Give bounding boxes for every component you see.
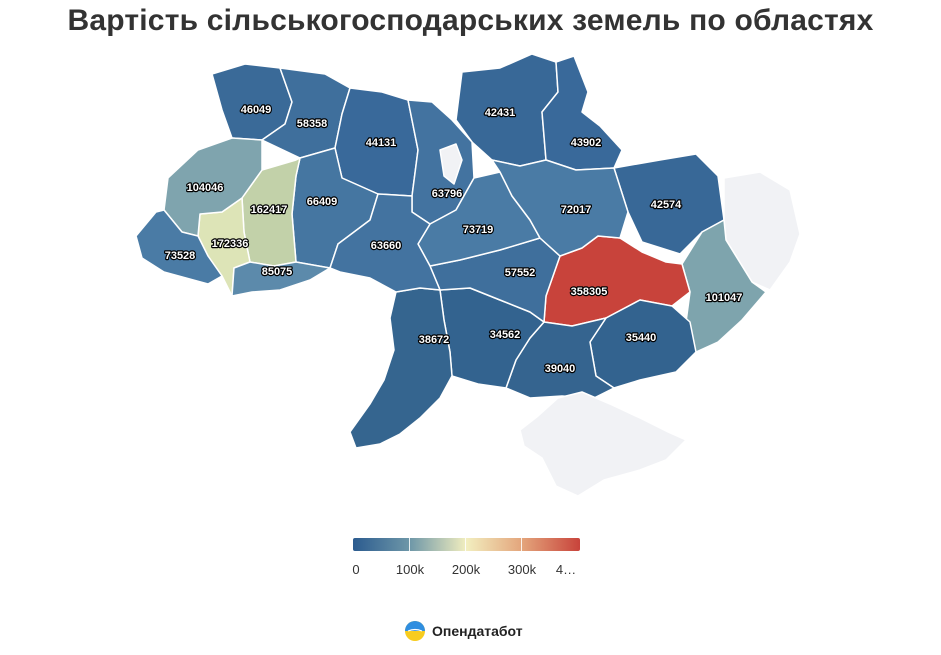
region-value-label: 104046 xyxy=(187,182,224,194)
region-value-label: 38672 xyxy=(419,334,450,346)
brand-name: Опендатабот xyxy=(432,623,523,639)
legend-tick-300k: 300k xyxy=(507,562,537,577)
opendatabot-logo-icon xyxy=(405,621,425,641)
region-kyiv-city[interactable] xyxy=(439,143,463,185)
ukraine-choropleth-map: 46049 58358 66409 63796 44131 42431 42574 10104… xyxy=(135,53,801,497)
region-zakarpattia[interactable] xyxy=(135,209,223,285)
region-value-label: 66409 xyxy=(307,196,338,208)
region-value-label: 63660 xyxy=(371,240,402,252)
region-value-label: 57552 xyxy=(505,267,536,279)
region-value-label: 172336 xyxy=(212,238,249,250)
legend-tick-mark xyxy=(409,538,410,551)
region-value-label: 44131 xyxy=(366,137,397,149)
region-poltava[interactable] xyxy=(491,159,629,257)
region-value-label: 73528 xyxy=(165,250,196,262)
region-value-label: 73719 xyxy=(463,224,494,236)
region-value-label: 58358 xyxy=(297,118,328,130)
region-value-label: 101047 xyxy=(706,292,743,304)
region-chernivtsi[interactable] xyxy=(231,261,331,297)
legend-tick-0: 0 xyxy=(352,562,360,577)
legend-tick-100k: 100k xyxy=(395,562,425,577)
region-value-label: 63796 xyxy=(432,188,463,200)
region-value-label: 358305 xyxy=(571,286,608,298)
region-vinnytsia[interactable] xyxy=(329,193,441,293)
region-crimea[interactable] xyxy=(519,391,687,497)
region-value-label: 46049 xyxy=(241,104,272,116)
chart-title: Вартість сільськогосподарських земель по… xyxy=(67,4,874,37)
region-lviv[interactable] xyxy=(163,137,263,237)
legend-tick-mark xyxy=(521,538,522,551)
brand[interactable]: Опендатабот xyxy=(404,620,523,642)
region-value-label: 43902 xyxy=(571,137,602,149)
region-value-label: 85075 xyxy=(262,266,293,278)
region-value-label: 162417 xyxy=(251,204,288,216)
region-value-label: 34562 xyxy=(490,329,521,341)
region-odesa[interactable] xyxy=(349,287,453,449)
region-value-label: 39040 xyxy=(545,363,576,375)
legend-tick-200k: 200k xyxy=(451,562,481,577)
region-value-label: 35440 xyxy=(626,332,657,344)
region-value-label: 42574 xyxy=(651,199,682,211)
legend-tick-mark xyxy=(465,538,466,551)
region-value-label: 42431 xyxy=(485,107,516,119)
legend-tick-400k: 4… xyxy=(555,562,577,577)
region-value-label: 72017 xyxy=(561,204,592,216)
color-scale-legend xyxy=(353,538,580,551)
